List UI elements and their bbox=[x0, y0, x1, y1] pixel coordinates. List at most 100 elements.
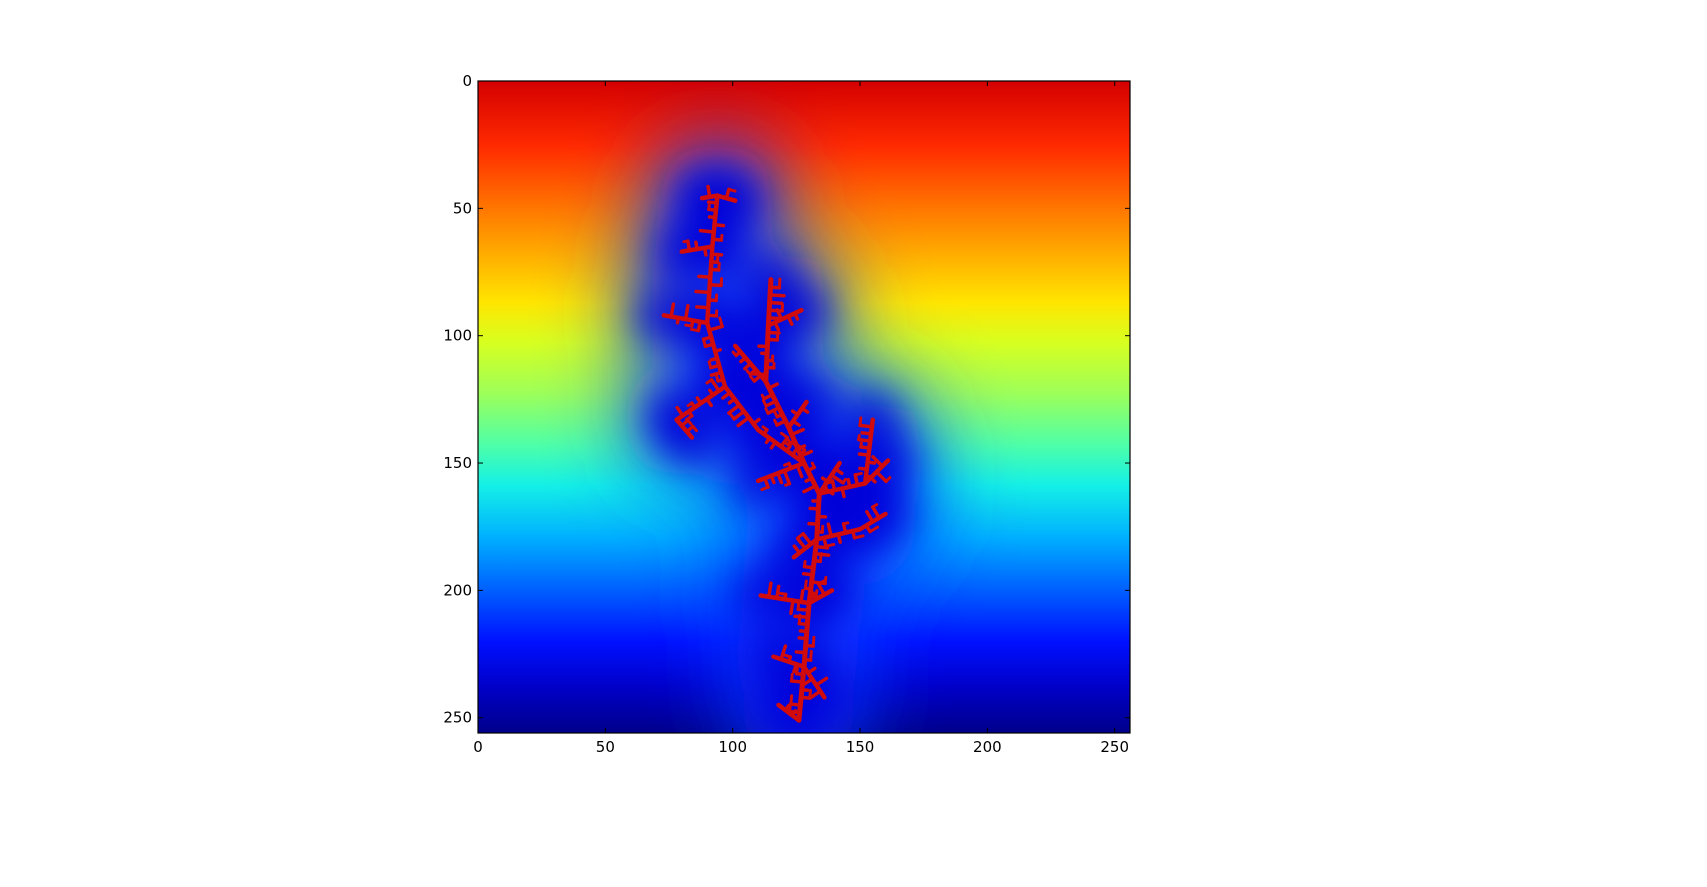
cluster-twig bbox=[739, 356, 748, 364]
cluster-twig bbox=[745, 369, 752, 376]
cluster-twig bbox=[823, 575, 828, 586]
cluster-twig bbox=[810, 461, 816, 469]
x-tick-label: 50 bbox=[596, 738, 615, 756]
cluster-twig bbox=[712, 222, 726, 228]
x-tick-label: 100 bbox=[718, 738, 747, 756]
cluster-twig bbox=[814, 676, 829, 687]
cluster-twig bbox=[706, 200, 719, 205]
cluster-twig bbox=[786, 314, 794, 326]
cluster-twig bbox=[775, 419, 788, 427]
cluster-twig bbox=[707, 215, 717, 220]
cluster-twig bbox=[868, 525, 880, 534]
cluster-twig bbox=[806, 666, 817, 675]
cluster-twig bbox=[784, 482, 791, 487]
cluster-twig bbox=[760, 485, 770, 492]
cluster-twig bbox=[706, 184, 712, 199]
cluster-twig bbox=[686, 401, 694, 408]
cluster-twig bbox=[816, 582, 827, 597]
cluster-twig bbox=[803, 579, 808, 590]
cluster-twig bbox=[683, 303, 690, 321]
cluster-twig bbox=[869, 475, 877, 484]
cluster-twig bbox=[727, 403, 741, 415]
cluster-twig bbox=[782, 468, 792, 486]
cluster-twig bbox=[727, 187, 737, 193]
y-tick-label: 0 bbox=[462, 72, 472, 90]
cluster-twig bbox=[841, 522, 848, 535]
cluster-twig bbox=[732, 409, 746, 421]
cluster-twig bbox=[698, 228, 716, 234]
cluster-twig bbox=[682, 239, 690, 244]
cluster-twig bbox=[713, 348, 722, 354]
x-tick-label: 250 bbox=[1100, 738, 1129, 756]
cluster-twig bbox=[767, 300, 784, 305]
cluster-twig bbox=[865, 509, 875, 524]
cluster-twig bbox=[826, 522, 833, 538]
cluster-twig bbox=[789, 702, 803, 707]
cluster-twig bbox=[871, 503, 879, 509]
cluster-twig bbox=[791, 419, 801, 427]
cluster-twig bbox=[775, 308, 784, 322]
cluster-twig bbox=[705, 397, 713, 408]
cluster-twig bbox=[860, 431, 873, 436]
x-tick-label: 0 bbox=[473, 738, 483, 756]
cluster-twig bbox=[749, 375, 756, 383]
cluster-twig bbox=[767, 316, 782, 321]
cluster-twig bbox=[775, 584, 781, 600]
cluster-twig bbox=[776, 471, 784, 485]
cluster-twig bbox=[790, 409, 800, 417]
cluster-twig bbox=[789, 440, 800, 449]
cluster-twig bbox=[762, 476, 770, 489]
cluster-twig bbox=[858, 416, 863, 427]
cluster-twig bbox=[768, 293, 786, 298]
cluster-twig bbox=[796, 448, 807, 461]
cluster-twig bbox=[824, 542, 836, 548]
cluster-twig bbox=[808, 689, 823, 700]
cluster-twig bbox=[761, 425, 769, 432]
cluster-twig bbox=[789, 679, 805, 684]
cluster-twig bbox=[842, 521, 850, 526]
y-tick-label: 200 bbox=[443, 581, 472, 599]
cluster-twig bbox=[731, 350, 738, 357]
cluster-twig bbox=[801, 532, 813, 546]
cluster-twig bbox=[773, 418, 779, 427]
x-axis: 0 50 100 150 200 250 bbox=[473, 81, 1129, 756]
cluster-twig bbox=[694, 240, 699, 251]
y-tick-label: 100 bbox=[443, 327, 472, 345]
cluster-twig bbox=[790, 427, 805, 437]
y-tick-label: 150 bbox=[443, 454, 472, 472]
y-axis: 0 50 100 150 200 250 bbox=[443, 72, 1130, 727]
cluster-twig bbox=[790, 445, 800, 457]
cluster-twig bbox=[792, 544, 802, 555]
cluster-twig bbox=[857, 437, 872, 443]
cluster-twig bbox=[694, 289, 712, 295]
cluster-twig bbox=[796, 537, 808, 551]
cluster-twig bbox=[858, 423, 874, 429]
cluster-twig bbox=[800, 677, 814, 688]
cluster-twig bbox=[773, 320, 781, 332]
cluster-twig bbox=[709, 378, 721, 393]
cluster-twig bbox=[797, 636, 809, 641]
cluster-twig bbox=[857, 452, 871, 457]
cluster-branch bbox=[806, 588, 835, 606]
cluster-twig bbox=[764, 407, 770, 415]
cluster-twig bbox=[729, 412, 736, 421]
cluster-twig bbox=[767, 581, 773, 599]
cluster-twig bbox=[696, 319, 702, 333]
cluster-twig bbox=[779, 435, 790, 449]
cluster-twig bbox=[789, 694, 794, 706]
cluster-twig bbox=[694, 305, 710, 310]
cluster-twig bbox=[798, 629, 809, 634]
cluster-twig bbox=[686, 239, 692, 253]
cluster-twig bbox=[799, 588, 805, 604]
cluster-twig bbox=[801, 571, 815, 577]
cluster-twig bbox=[783, 440, 792, 448]
cluster-twig bbox=[852, 534, 865, 540]
cluster-twig bbox=[686, 418, 693, 426]
x-tick-label: 150 bbox=[846, 738, 875, 756]
cluster-branch bbox=[776, 702, 802, 723]
cluster-twig bbox=[779, 431, 789, 440]
cluster-twig bbox=[766, 405, 781, 415]
cluster-twig bbox=[761, 399, 768, 408]
cluster-twig bbox=[782, 461, 791, 467]
plot-frame bbox=[477, 80, 1131, 734]
